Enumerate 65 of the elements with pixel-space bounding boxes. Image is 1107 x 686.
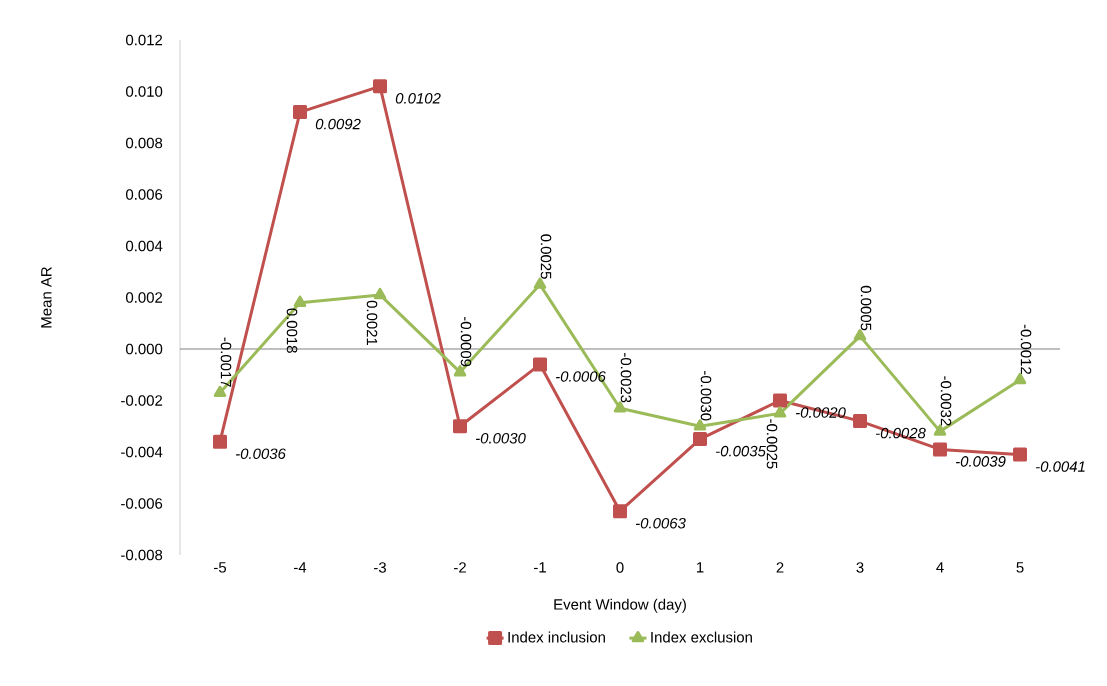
point [533, 277, 547, 289]
point [373, 287, 387, 300]
legend-label: Index exclusion [651, 631, 752, 643]
data-label: 0.0102 [395, 93, 441, 104]
legend-label: Index inclusion [508, 631, 605, 643]
x-tick-label: -1 [534, 562, 546, 573]
data-label: -0.0032 [940, 376, 952, 426]
y-tick-label: -0.002 [121, 395, 163, 406]
point [213, 385, 227, 398]
data-label: -0.0017 [220, 337, 232, 387]
point [293, 295, 307, 307]
point [1013, 447, 1028, 462]
point [613, 504, 628, 519]
point [853, 414, 868, 429]
point [693, 419, 707, 431]
y-tick-label: 0.006 [126, 189, 163, 200]
point [853, 329, 867, 341]
point [933, 424, 947, 436]
point [533, 357, 548, 372]
y-tick-label: 0.012 [126, 34, 163, 46]
data-label: -0.0041 [1035, 461, 1085, 472]
y-axis-title: Mean AR [41, 267, 52, 328]
point [613, 401, 627, 413]
y-tick-label: 0.010 [126, 86, 163, 97]
point [453, 419, 468, 434]
data-label: 0.0005 [860, 285, 872, 331]
x-tick-label: 1 [697, 562, 704, 573]
y-tick-label: -0.006 [121, 498, 163, 509]
x-tick-label: 0 [616, 562, 624, 573]
point [773, 393, 788, 408]
point [213, 434, 228, 449]
data-label: 0.0092 [315, 118, 361, 130]
data-label: 0.0025 [540, 234, 552, 279]
data-label: -0.0012 [1020, 324, 1032, 374]
x-tick-label: 5 [1016, 562, 1024, 573]
data-label: 0.0021 [366, 300, 378, 346]
data-label: -0.0023 [620, 353, 632, 403]
x-tick-label: 2 [776, 562, 784, 573]
data-label: -0.0030 [475, 432, 526, 444]
y-tick-label: -0.008 [121, 549, 163, 561]
x-tick-label: -2 [454, 562, 466, 573]
data-label: -0.0009 [460, 316, 472, 367]
data-label: -0.0035 [715, 445, 766, 457]
y-tick-label: 0.004 [126, 240, 163, 252]
data-label: -0.0063 [635, 517, 686, 529]
data-label: -0.0030 [700, 371, 712, 421]
point [453, 365, 467, 377]
x-tick-label: -4 [294, 562, 307, 573]
point [773, 406, 787, 418]
x-tick-label: 3 [856, 562, 864, 573]
data-label: -0.0036 [235, 448, 286, 459]
x-tick-label: 4 [936, 562, 944, 573]
x-tick-label: -3 [374, 562, 386, 573]
y-tick-label: -0.004 [121, 446, 163, 458]
data-label: 0.0018 [286, 308, 298, 353]
y-tick-label: 0.002 [126, 292, 163, 303]
data-label: -0.0025 [766, 419, 778, 469]
point [933, 442, 948, 457]
x-axis-title: Event Window (day) [554, 598, 686, 613]
y-tick-label: 0.008 [126, 137, 163, 149]
point [693, 432, 708, 447]
data-label: -0.0039 [955, 456, 1006, 467]
x-tick-label: -5 [214, 562, 227, 573]
point [1013, 372, 1027, 385]
y-tick-label: 0.000 [126, 343, 163, 355]
